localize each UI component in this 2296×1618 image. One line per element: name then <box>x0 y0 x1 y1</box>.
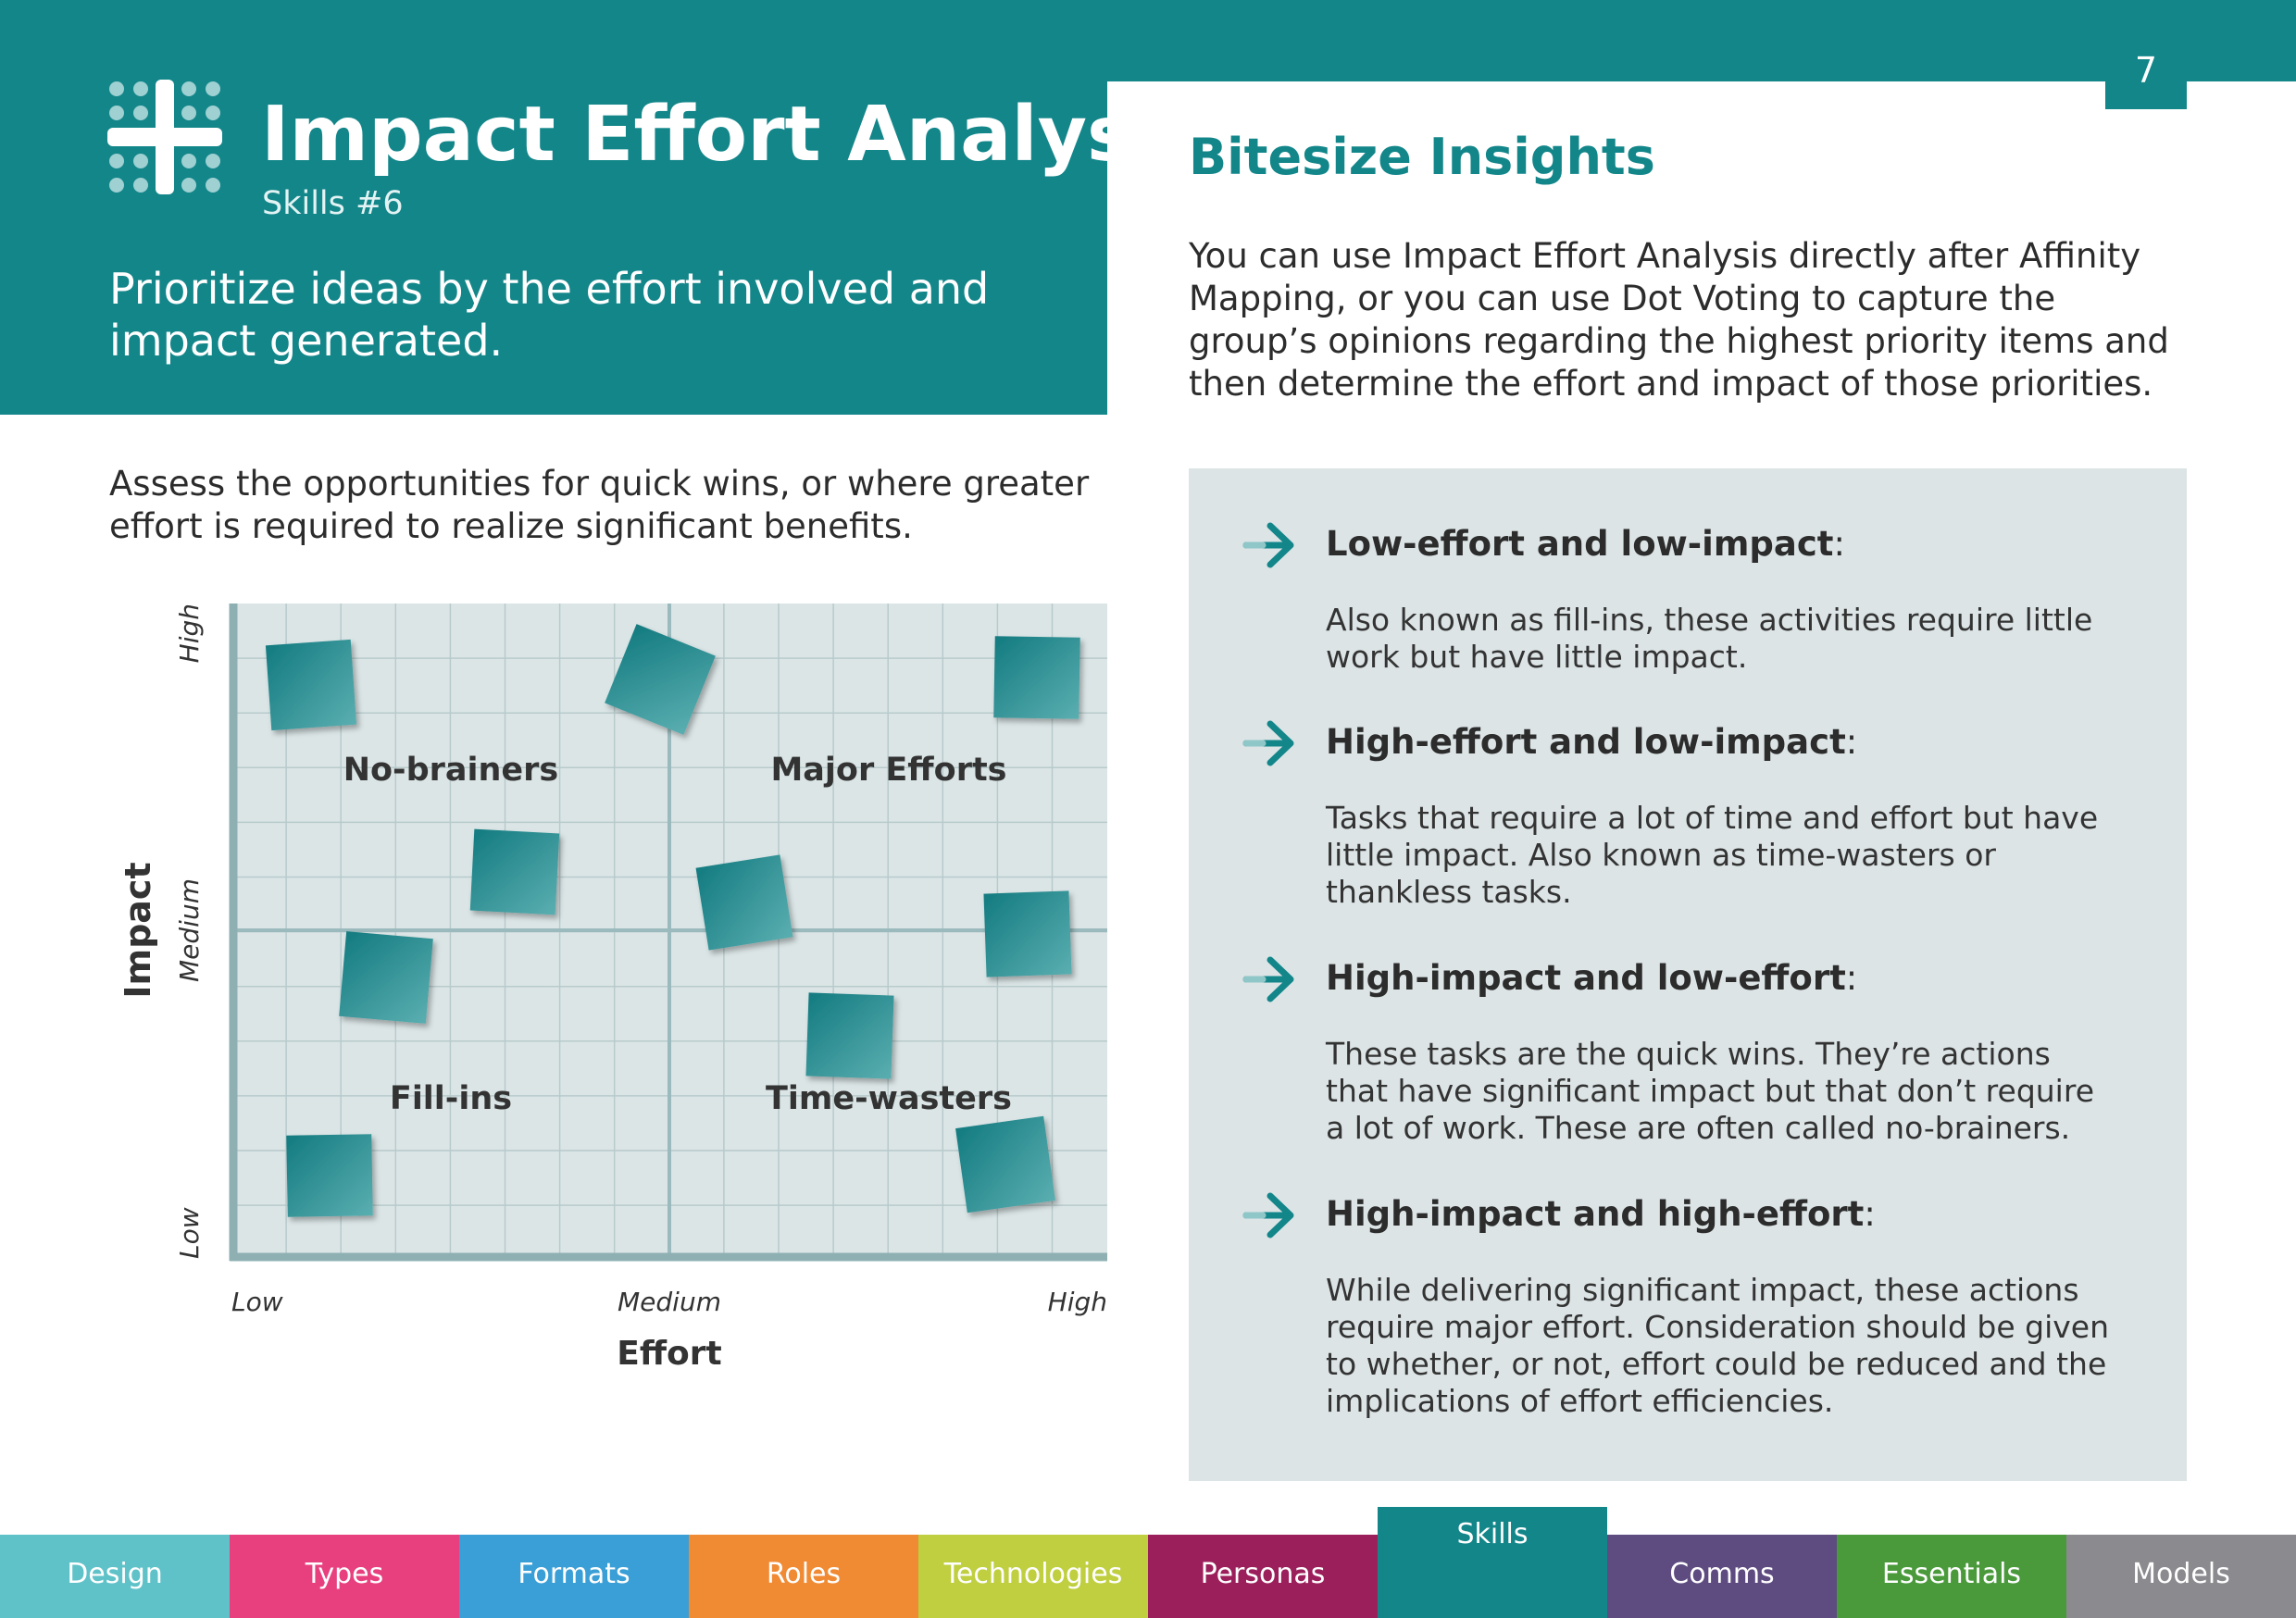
quadrant-label-no-brainers: No-brainers <box>343 752 559 789</box>
nav-tab-essentials[interactable]: Essentials <box>1837 1535 2066 1618</box>
insight-body: Tasks that require a lot of time and eff… <box>1326 800 2099 910</box>
nav-tab-types[interactable]: Types <box>230 1535 459 1618</box>
arrow-right-icon <box>1242 956 1294 1002</box>
nav-tab-roles[interactable]: Roles <box>689 1535 918 1618</box>
insight-heading: Low-effort and low-impact: <box>1326 524 1845 564</box>
page-title: Impact Effort Analysis <box>261 91 1204 179</box>
insights-intro: You can use Impact Effort Analysis direc… <box>1189 236 2169 404</box>
nav-tab-technologies[interactable]: Technologies <box>918 1535 1148 1618</box>
plus-grid-icon <box>107 80 222 194</box>
sticky-note <box>993 636 1080 719</box>
arrow-right-icon <box>1242 720 1294 766</box>
y-axis-label: Impact <box>118 862 158 998</box>
x-tick-high: High <box>1048 1287 1107 1317</box>
sticky-note <box>265 639 357 731</box>
page-subtitle: Skills #6 <box>262 185 404 222</box>
sticky-note <box>605 624 716 735</box>
nav-tab-comms[interactable]: Comms <box>1607 1535 1837 1618</box>
insight-heading: High-impact and low-effort: <box>1326 958 1858 998</box>
section-nav: Design Types Formats Roles Technologies … <box>0 1507 2296 1618</box>
sticky-notes <box>265 624 1080 1217</box>
insights-panel: Low-effort and low-impact: Also known as… <box>1189 468 2187 1481</box>
sticky-note <box>695 854 793 951</box>
quadrant-label-fill-ins: Fill-ins <box>390 1080 512 1117</box>
insight-body: These tasks are the quick wins. They’re … <box>1326 1036 2094 1146</box>
insight-heading: High-impact and high-effort: <box>1326 1194 1876 1234</box>
nav-tab-personas[interactable]: Personas <box>1148 1535 1378 1618</box>
y-tick-medium: Medium <box>174 878 205 982</box>
lead-text: Assess the opportunities for quick wins,… <box>109 464 1090 546</box>
page-number: 7 <box>2105 48 2187 109</box>
insight-body: While delivering significant impact, the… <box>1326 1272 2109 1419</box>
x-tick-low: Low <box>231 1287 283 1317</box>
sticky-note <box>339 931 433 1024</box>
sticky-note <box>983 890 1072 977</box>
y-tick-high: High <box>174 604 205 663</box>
quadrant-label-major-efforts: Major Efforts <box>770 752 1006 789</box>
insight-body: Also known as fill-ins, these activities… <box>1326 602 2093 675</box>
sticky-note <box>469 828 560 915</box>
y-tick-low: Low <box>174 1207 205 1259</box>
x-axis-label: Effort <box>617 1335 721 1373</box>
title-panel: Impact Effort Analysis Skills #6 Priorit… <box>0 0 1204 415</box>
arrow-right-icon <box>1242 522 1294 568</box>
quadrant-label-time-wasters: Time-wasters <box>766 1080 1012 1117</box>
sticky-note <box>955 1115 1055 1214</box>
insights-title: Bitesize Insights <box>1189 128 1655 186</box>
nav-tab-formats[interactable]: Formats <box>459 1535 689 1618</box>
arrow-right-icon <box>1242 1192 1294 1238</box>
nav-tab-skills[interactable]: Skills <box>1378 1507 1607 1618</box>
tagline: Prioritize ideas by the effort involved … <box>109 264 990 366</box>
sticky-note <box>805 992 894 1079</box>
insight-heading: High-effort and low-impact: <box>1326 722 1858 762</box>
x-tick-medium: Medium <box>618 1287 721 1317</box>
nav-tab-design[interactable]: Design <box>0 1535 230 1618</box>
nav-tab-models[interactable]: Models <box>2066 1535 2296 1618</box>
sticky-note <box>286 1134 373 1217</box>
